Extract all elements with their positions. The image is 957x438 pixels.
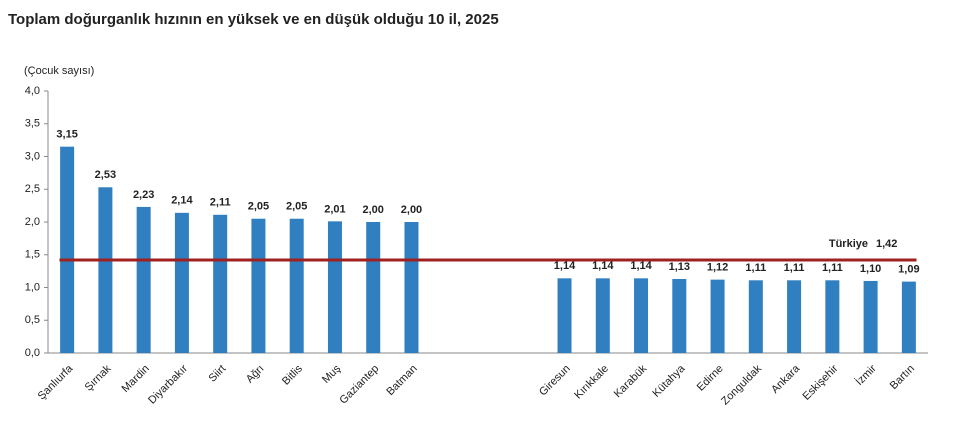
x-tick-label: Ankara: [769, 362, 803, 396]
bar: [251, 218, 266, 353]
bar: [60, 146, 75, 353]
value-label: 1,11: [822, 262, 843, 274]
value-label: 2,23: [133, 189, 154, 201]
x-tick-label: Giresun: [537, 363, 573, 399]
y-tick-label: 0,0: [25, 347, 40, 359]
bar: [595, 278, 610, 353]
x-tick-label: Bitlis: [280, 362, 305, 387]
y-tick-label: 1,0: [25, 281, 40, 293]
y-tick-label: 3,5: [25, 118, 40, 130]
value-label: 2,53: [95, 169, 116, 181]
value-label: 2,00: [401, 204, 422, 216]
x-tick-label: Şanlıurfa: [36, 362, 76, 402]
value-label: 3,15: [56, 129, 77, 141]
bar: [136, 206, 151, 353]
bar: [787, 280, 802, 353]
x-tick-label: Batman: [384, 363, 419, 398]
bar: [557, 278, 572, 353]
value-label: 1,14: [592, 260, 614, 272]
value-label: 1,10: [860, 263, 881, 275]
bar: [710, 279, 725, 353]
value-label: 2,05: [248, 201, 269, 213]
value-label: 2,14: [171, 195, 193, 207]
x-tick-label: Kütahya: [650, 362, 688, 400]
y-tick-label: 2,0: [25, 216, 40, 228]
value-label: 1,13: [669, 261, 690, 273]
value-label: 1,12: [707, 262, 728, 274]
x-tick-label: Şırnak: [83, 362, 114, 393]
x-tick-label: Gaziantep: [337, 363, 381, 407]
bar: [404, 222, 419, 353]
x-tick-label: Diyarbakır: [146, 362, 190, 406]
x-tick-label: Mardin: [120, 363, 152, 395]
bar: [901, 281, 916, 353]
value-label: 2,11: [210, 197, 231, 209]
bar: [634, 278, 649, 353]
bar: [213, 214, 228, 353]
x-tick-label: Ağrı: [244, 363, 267, 386]
x-tick-label: İzmir: [853, 362, 879, 388]
value-label: 1,14: [630, 260, 652, 272]
y-axis-label: (Çocuk sayısı): [24, 65, 94, 77]
bar: [863, 280, 878, 353]
y-tick-label: 3,0: [25, 150, 40, 162]
y-tick-label: 4,0: [25, 85, 40, 97]
x-tick-label: Kırıkkale: [572, 363, 611, 402]
reference-value-label: 1,42: [876, 238, 897, 250]
bar: [174, 212, 189, 353]
bar: [748, 280, 763, 353]
bar: [672, 278, 687, 353]
value-label: 1,14: [554, 260, 576, 272]
value-label: 1,09: [898, 264, 919, 276]
x-tick-label: Zonguldak: [719, 362, 764, 407]
value-label: 2,01: [324, 203, 345, 215]
value-label: 2,00: [363, 204, 384, 216]
x-tick-label: Eskişehir: [800, 362, 840, 402]
x-tick-label: Karabük: [612, 362, 650, 400]
bar: [366, 222, 381, 353]
value-label: 1,11: [745, 262, 766, 274]
x-tick-label: Siirt: [206, 363, 228, 385]
bar: [289, 218, 304, 353]
bar: [327, 221, 342, 353]
x-tick-label: Bartın: [888, 363, 917, 392]
y-tick-label: 0,5: [25, 314, 40, 326]
bar: [98, 187, 113, 353]
x-tick-label: Edirne: [695, 363, 726, 394]
y-tick-label: 2,5: [25, 183, 40, 195]
bar: [825, 280, 840, 353]
reference-label: Türkiye: [829, 238, 868, 250]
chart-title: Toplam doğurganlık hızının en yüksek ve …: [8, 11, 499, 28]
value-label: 1,11: [784, 262, 805, 274]
y-tick-label: 1,5: [25, 249, 40, 261]
x-tick-label: Muş: [320, 362, 344, 386]
value-label: 2,05: [286, 201, 307, 213]
